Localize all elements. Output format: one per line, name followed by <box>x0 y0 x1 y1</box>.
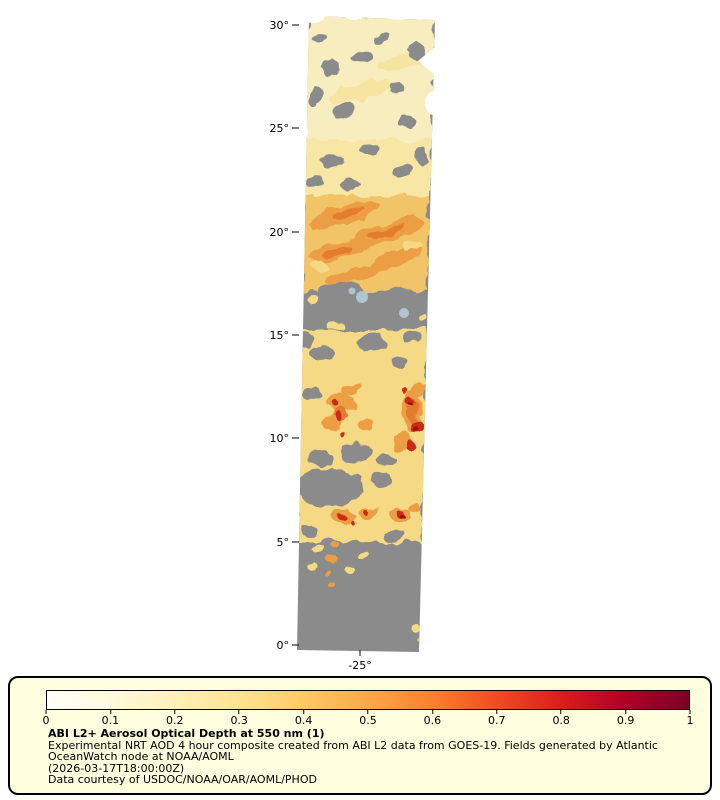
chart-description-line1: Experimental NRT AOD 4 hour composite cr… <box>48 738 658 752</box>
y-axis-ticks <box>292 24 299 646</box>
colorbar-tick-mark <box>109 710 111 714</box>
colorbar-tick-mark <box>496 710 498 714</box>
colorbar-tick: 0.7 <box>488 710 506 726</box>
y-tick-label: 0° <box>277 639 290 652</box>
colorbar-ticks: 0 0.1 0.2 0.3 0.4 0.5 0.6 0.7 0.8 0.9 1 <box>43 710 694 728</box>
water-spots <box>348 287 409 318</box>
colorbar-tick-label: 0.1 <box>101 714 120 727</box>
colorbar-tick-label: 0.3 <box>230 714 248 727</box>
colorbar-tick: 0.6 <box>423 710 442 727</box>
y-tick-label: 20° <box>270 226 290 239</box>
colorbar-tick-label: 0.4 <box>294 714 313 727</box>
chart-credit: Data courtesy of USDOC/NOAA/OAR/AOML/PHO… <box>48 773 317 786</box>
y-tick-label: 5° <box>277 536 290 549</box>
colorbar-tick-label: 0.7 <box>488 714 506 727</box>
colorbar-tick-mark <box>303 710 305 714</box>
colorbar-tick-label: 0.6 <box>423 714 442 727</box>
colorbar-tick-label: 0.8 <box>552 714 570 727</box>
y-axis-labels: 30° 25° 20° 15° 10° 5° 0° <box>270 19 290 652</box>
colorbar-tick-mark <box>560 710 562 714</box>
colorbar-tick-mark <box>174 710 176 714</box>
chart-timestamp: (2026-03-17T18:00:00Z) <box>48 761 185 775</box>
y-tick-label: 10° <box>270 432 290 445</box>
colorbar-tick-label: 0.5 <box>359 714 377 727</box>
colorbar-tick-mark <box>689 710 691 714</box>
colorbar-area: 0 0.1 0.2 0.3 0.4 0.5 0.6 0.7 0.8 0.9 1 <box>43 690 694 728</box>
chart-title: ABI L2+ Aerosol Optical Depth at 550 nm … <box>48 727 325 740</box>
colorbar-tick: 0.2 <box>166 710 184 726</box>
colorbar-tick-mark <box>625 710 627 714</box>
colorbar-tick: 0.5 <box>359 710 377 726</box>
colorbar-tick: 0.1 <box>101 710 120 727</box>
aod-data-layer <box>297 16 435 643</box>
colorbar-tick: 0.8 <box>552 710 570 726</box>
colorbar-gradient <box>46 690 690 710</box>
colorbar-legend-panel: 0 0.1 0.2 0.3 0.4 0.5 0.6 0.7 0.8 0.9 1 … <box>8 676 712 795</box>
colorbar-tick: 1 <box>687 710 694 726</box>
chart-description-line2: OceanWatch node at NOAA/AOML <box>48 750 234 763</box>
colorbar-tick-label: 0.2 <box>166 714 184 727</box>
colorbar-tick-label: 0 <box>42 714 50 727</box>
colorbar-tick-label: 1 <box>686 714 694 727</box>
colorbar-tick-mark <box>431 710 433 714</box>
colorbar-tick: 0.9 <box>616 710 635 727</box>
colorbar-tick: 0.3 <box>230 710 248 726</box>
x-axis: -25° <box>348 650 372 672</box>
legend-text-block: ABI L2+ Aerosol Optical Depth at 550 nm … <box>48 728 658 786</box>
colorbar-tick: 0 <box>43 710 50 726</box>
x-tick-label: -25° <box>348 659 371 672</box>
colorbar-tick: 0.4 <box>294 710 313 727</box>
colorbar-tick-label: 0.9 <box>616 714 635 727</box>
aod-swath-map: 30° 25° 20° 15° 10° 5° 0° -25° <box>269 16 435 672</box>
colorbar-tick-mark <box>45 710 47 714</box>
y-tick-label: 25° <box>270 122 290 135</box>
colorbar-tick-mark <box>367 710 369 714</box>
y-tick-label: 15° <box>270 329 290 342</box>
y-tick-label: 30° <box>270 19 290 32</box>
colorbar-tick-mark <box>238 710 240 714</box>
